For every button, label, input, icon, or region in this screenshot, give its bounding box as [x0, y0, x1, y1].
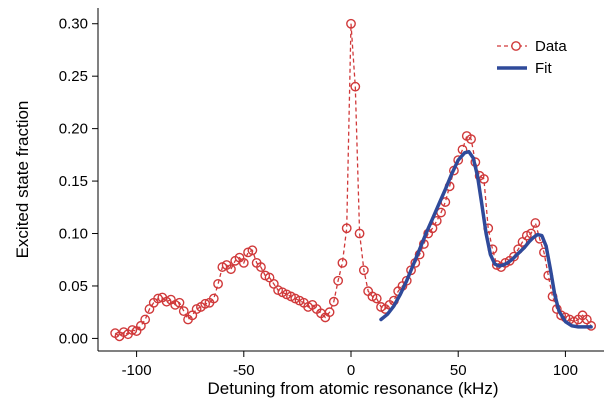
data-point [333, 275, 344, 286]
data-point [200, 298, 211, 309]
x-tick-label: -100 [122, 362, 152, 379]
y-tick-label: 0.15 [59, 173, 88, 190]
data-point [328, 296, 339, 307]
data-point [530, 218, 541, 228]
x-axis-title: Detuning from atomic resonance (kHz) [207, 379, 498, 398]
data-point [208, 293, 219, 304]
fit-series-line [379, 149, 593, 329]
y-tick-label: 0.30 [59, 16, 88, 33]
data-point [226, 264, 236, 275]
legend-data-swatch-marker [511, 41, 521, 51]
data-point [346, 18, 356, 29]
x-tick-label: 0 [347, 362, 355, 379]
axes: -100 -50 0 50 100 0.00 0.05 0.10 0.15 0.20 0.25 0.3… [59, 8, 604, 379]
y-tick-label: 0.05 [59, 278, 88, 295]
data-point [127, 325, 138, 335]
y-tick-label: 0.10 [59, 226, 88, 243]
data-point [178, 306, 189, 317]
data-point [213, 278, 223, 289]
legend-label-fit: Fit [535, 60, 552, 77]
data-point [247, 245, 258, 256]
y-tick-label: 0.25 [59, 68, 88, 85]
data-point [509, 251, 519, 262]
data-point [341, 223, 352, 234]
data-point [453, 155, 464, 165]
data-point [337, 257, 348, 268]
y-axis-title: Excited state fraction [13, 101, 32, 259]
x-tick-label: -50 [233, 362, 255, 379]
x-tick-label: 50 [450, 362, 467, 379]
legend-label-data: Data [535, 38, 567, 55]
data-point [140, 314, 151, 325]
data-point [153, 293, 163, 304]
series-layer [110, 18, 597, 342]
data-point [350, 81, 361, 92]
data-point [466, 134, 476, 145]
y-tick-label: 0.20 [59, 121, 88, 138]
data-point [354, 228, 365, 239]
data-point [238, 257, 249, 268]
data-point [324, 307, 335, 318]
data-point [358, 265, 369, 276]
data-series-line [114, 23, 592, 338]
data-point [174, 297, 185, 308]
x-tick-label: 100 [553, 362, 578, 379]
data-point [256, 262, 266, 272]
legend: Data Fit [497, 38, 567, 77]
data-point [371, 293, 382, 304]
y-tick-label: 0.00 [59, 330, 88, 347]
